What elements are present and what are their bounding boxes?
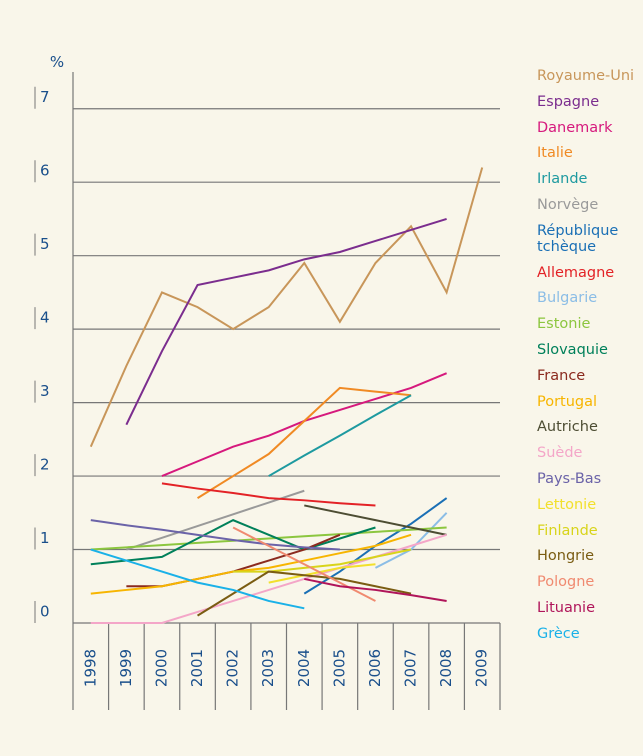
legend-item: Italie: [537, 145, 573, 162]
legend-item: Royaume-Uni: [537, 68, 635, 84]
series-line: [161, 372, 448, 477]
legend-item: Pays-Bas: [537, 470, 602, 487]
y-tick-label: 5: [40, 235, 50, 253]
legend-item: République tchèque: [537, 222, 619, 255]
x-tick-label: 2006: [366, 649, 384, 687]
x-tick-label: 2007: [402, 649, 420, 687]
y-tick-label: 3: [40, 382, 50, 400]
legend-item: Norvège: [537, 196, 599, 213]
series-line: [304, 577, 447, 602]
x-tick-label: 2000: [152, 649, 170, 687]
legend-item: Slovaquie: [537, 341, 608, 358]
legend-item: Danemark: [537, 119, 613, 136]
legend-item: Portugal: [537, 393, 598, 410]
series-line: [126, 489, 305, 551]
x-tick-label: 2005: [330, 649, 348, 687]
x-tick-label: 2003: [259, 649, 277, 687]
series-line: [233, 548, 412, 573]
y-tick-label: 2: [40, 456, 50, 474]
legend-item: Espagne: [537, 93, 600, 110]
y-tick-label: 0: [40, 603, 50, 621]
legend-item: Autriche: [537, 419, 598, 436]
legend-item: Lituanie: [537, 599, 596, 616]
x-tick-label: 2001: [188, 649, 206, 687]
series-line: [125, 217, 447, 426]
x-tick-label: 1998: [81, 649, 99, 687]
series-line: [232, 526, 376, 602]
legend-item: France: [537, 367, 586, 384]
y-tick-label: 6: [40, 162, 50, 180]
legend-item: Pologne: [537, 574, 595, 591]
series-line: [90, 519, 376, 566]
series-line: [90, 533, 447, 624]
x-tick-label: 2002: [224, 649, 242, 687]
x-tick-label: 2009: [473, 649, 491, 687]
legend-item: Finlande: [537, 522, 598, 539]
series-line: [89, 167, 484, 448]
legend-item: Allemagne: [537, 264, 615, 281]
y-tick-label: 4: [40, 309, 50, 327]
legend-item: Estonie: [537, 316, 591, 333]
y-tick-label: 1: [40, 529, 50, 547]
legend-item: Irlande: [537, 171, 588, 188]
series-line: [90, 533, 412, 595]
series-line: [90, 519, 340, 551]
series-line: [268, 394, 412, 477]
series-line: [197, 386, 412, 499]
legend-item: Suède: [537, 445, 583, 462]
series-line: [90, 526, 447, 551]
legend-item: Lettonie: [537, 496, 597, 513]
x-tick-label: 2008: [437, 649, 455, 687]
series-line: [304, 504, 447, 536]
legend: Royaume-Uni Espagne Danemark Italie Irlande N…: [537, 68, 637, 652]
series-line: [161, 482, 376, 507]
y-tick-label: 7: [40, 88, 50, 106]
legend-item: Bulgarie: [537, 290, 598, 307]
legend-item: Hongrie: [537, 548, 595, 565]
series-line: [90, 548, 305, 610]
series-line: [197, 570, 412, 617]
x-tick-label: 2004: [295, 649, 313, 687]
x-tick-label: 1999: [117, 649, 135, 687]
y-unit: %: [50, 53, 64, 71]
legend-item: Grèce: [537, 625, 580, 642]
series-line: [268, 563, 376, 584]
series-line: [374, 512, 448, 569]
